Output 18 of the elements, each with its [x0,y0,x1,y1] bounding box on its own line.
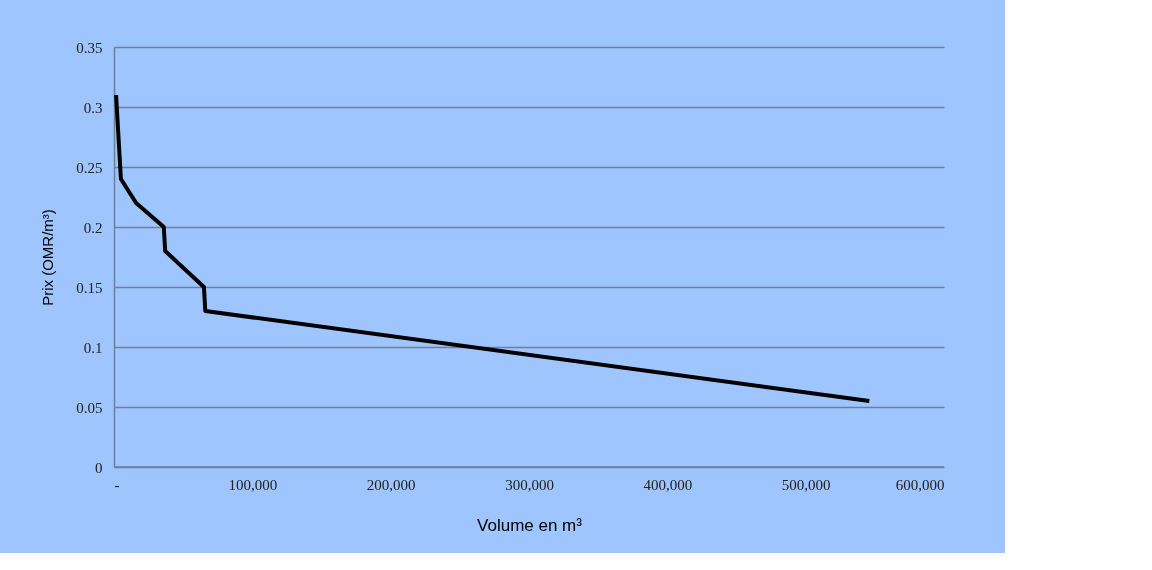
y-tick-label: 0.2 [83,219,103,236]
y-tick-label: 0 [95,459,103,476]
x-tick-label: 500,000 [781,476,831,493]
y-tick-label: 0.05 [76,399,103,416]
x-tick-label: - [114,476,120,493]
x-tick-label: 400,000 [643,476,693,493]
y-tick-label: 0.1 [83,339,103,356]
y-tick-label: 0.25 [76,159,103,176]
y-tick-label: 0.3 [83,99,103,116]
x-tick-label: 300,000 [505,476,554,493]
y-axis-title: Prix (OMR/m³) [39,209,57,306]
x-tick-label: 600,000 [895,476,945,493]
line-series [114,93,872,403]
x-axis-title: Volume en m³ [477,515,583,535]
y-tick-label: 0.35 [76,39,103,56]
x-tick-label: 200,000 [366,476,416,493]
x-tick-label: 100,000 [228,476,278,493]
y-tick-label: 0.15 [76,279,103,296]
